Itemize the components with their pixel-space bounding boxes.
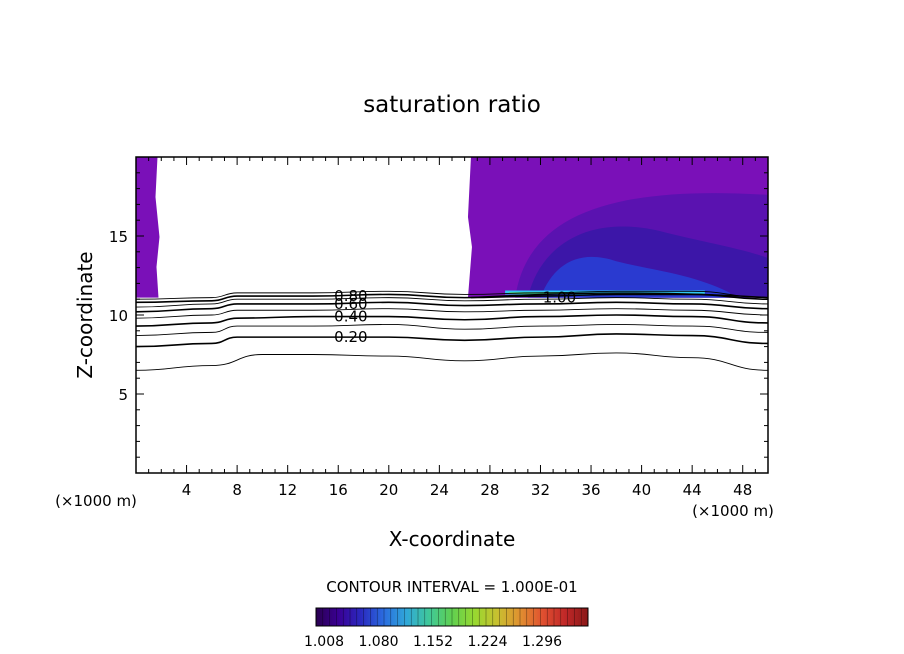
contour-label: 0.40 <box>334 308 367 326</box>
shaded-peak-band <box>505 290 705 295</box>
x-unit-right: (×1000 m) <box>692 502 774 520</box>
x-tick-label: 12 <box>278 481 297 499</box>
colorbar-tick-labels: 1.008 1.080 1.152 1.224 1.296 <box>304 634 562 650</box>
x-tick-label: 8 <box>232 481 242 499</box>
contour-label: 0.60 <box>334 295 367 313</box>
colorbar-tick-label: 1.080 <box>358 634 398 650</box>
y-axis-ticks: 5 10 15 <box>109 172 768 458</box>
x-axis-label: X-coordinate <box>389 527 516 551</box>
x-tick-label: 4 <box>182 481 192 499</box>
shaded-layer-2 <box>540 256 731 298</box>
x-tick-label: 40 <box>632 481 651 499</box>
contour-line <box>136 352 768 371</box>
y-tick-label: 5 <box>118 386 128 404</box>
y-tick-label: 15 <box>109 228 128 246</box>
contour-lines <box>136 290 768 371</box>
x-tick-label: 48 <box>733 481 752 499</box>
contour-label: 0.20 <box>334 328 367 346</box>
contour-interval-text: CONTOUR INTERVAL = 1.000E-01 <box>326 578 577 596</box>
contour-line <box>136 314 768 327</box>
x-unit-left: (×1000 m) <box>55 492 137 510</box>
contour-line <box>136 324 768 336</box>
x-tick-label: 24 <box>430 481 449 499</box>
x-axis-ticks: 4 8 12 16 20 24 28 32 36 40 44 48 <box>148 157 756 499</box>
contour-line <box>136 308 768 319</box>
x-tick-label: 16 <box>329 481 348 499</box>
x-tick-label: 36 <box>581 481 600 499</box>
shaded-fields <box>136 157 768 298</box>
chart-title: saturation ratio <box>363 92 541 118</box>
colorbar-tick-label: 1.008 <box>304 634 344 650</box>
colorbar <box>315 607 589 627</box>
x-tick-label: 20 <box>379 481 398 499</box>
contour-label: 1.00 <box>543 289 576 307</box>
contour-line-saturation <box>470 292 768 299</box>
contour-line <box>136 290 768 300</box>
x-tick-label: 28 <box>480 481 499 499</box>
x-tick-label: 44 <box>683 481 702 499</box>
y-axis-label: Z-coordinate <box>73 251 97 378</box>
contour-labels: 0.800.600.40 0.20 1.00 <box>334 287 576 346</box>
colorbar-tick-label: 1.296 <box>522 634 562 650</box>
contour-line <box>136 333 768 348</box>
colorbar-tick-label: 1.152 <box>413 634 453 650</box>
contour-line <box>136 301 768 313</box>
y-tick-label: 10 <box>109 307 128 325</box>
colorbar-tick-label: 1.224 <box>467 634 507 650</box>
contour-line <box>136 293 768 304</box>
contour-line <box>136 297 768 308</box>
shaded-region-left <box>136 157 160 298</box>
contour-label: 0.80 <box>334 287 367 305</box>
x-tick-label: 32 <box>531 481 550 499</box>
